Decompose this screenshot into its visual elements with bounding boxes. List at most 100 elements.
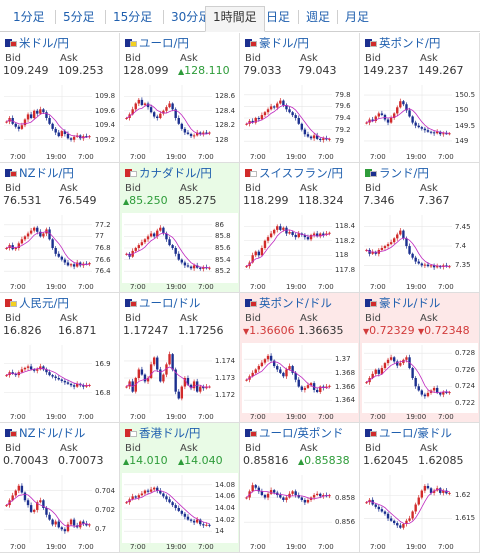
candle-body bbox=[159, 113, 162, 118]
tab-3[interactable]: 30分足 bbox=[171, 10, 211, 24]
tab-4[interactable]: 1時間足 bbox=[205, 6, 265, 32]
mini-chart[interactable]: 150.5 150 149.5 149 7:00 19:00 7:00 bbox=[362, 83, 478, 162]
candle-body bbox=[426, 485, 430, 489]
pair-title-link[interactable]: ユーロ/円 bbox=[125, 35, 189, 51]
candle-body bbox=[42, 109, 45, 113]
mini-chart[interactable]: 86 85.8 85.6 85.4 85.2 7:00 19:00 7:00 bbox=[122, 213, 238, 292]
mini-chart[interactable]: 1.174 1.173 1.172 7:00 19:00 7:00 bbox=[122, 343, 238, 422]
pair-title-link[interactable]: 英ポンド/円 bbox=[365, 35, 440, 51]
candle-body bbox=[82, 385, 85, 387]
pair-title-link[interactable]: ユーロ/豪ドル bbox=[365, 425, 452, 441]
rate-card[interactable]: 英ポンド/円 Bid Ask 149.237 149.267 150.5 150 149.5 1… bbox=[360, 33, 480, 163]
pair-title-link[interactable]: 香港ドル/円 bbox=[125, 425, 200, 441]
tab-5[interactable]: 日足 bbox=[266, 10, 291, 24]
tab-6[interactable]: 週足 bbox=[306, 10, 331, 24]
candle-body bbox=[85, 136, 88, 138]
ask-value: 109.253 bbox=[58, 64, 104, 78]
candle-body bbox=[195, 519, 199, 523]
pair-title-link[interactable]: NZドル/円 bbox=[5, 165, 74, 181]
candle-body bbox=[439, 392, 442, 395]
mini-chart[interactable]: 0.704 0.702 0.7 7:00 19:00 7:00 bbox=[2, 473, 118, 552]
pair-title-link[interactable]: 人民元/円 bbox=[5, 295, 69, 311]
mini-chart[interactable]: 0.858 0.856 7:00 19:00 7:00 bbox=[242, 473, 358, 552]
pair-title-link[interactable]: 豪ドル/円 bbox=[245, 35, 309, 51]
pair-title-link[interactable]: カナダドル/円 bbox=[125, 165, 212, 181]
candle-body bbox=[168, 499, 171, 503]
candle-body bbox=[282, 227, 285, 230]
rate-card[interactable]: 人民元/円 Bid Ask 16.826 16.871 16.9 16.8 7:00 19:00… bbox=[0, 293, 120, 423]
pair-title-link[interactable]: スイスフラン/円 bbox=[245, 165, 343, 181]
rate-card[interactable]: 豪ドル/円 Bid Ask 79.033 79.043 79.8 79.6 79.4 79.2 7… bbox=[240, 33, 360, 163]
mini-chart[interactable]: 118.4 118.2 118 117.8 7:00 19:00 7:00 bbox=[242, 213, 358, 292]
ask-value-text: 0.72348 bbox=[424, 324, 470, 337]
y-tick-label: 1.615 bbox=[455, 514, 476, 523]
rate-card[interactable]: ランド/円 Bid Ask 7.346 7.367 7.45 7.4 7.35 7:00 19:0… bbox=[360, 163, 480, 293]
mini-chart[interactable]: 7.45 7.4 7.35 7:00 19:00 7:00 bbox=[362, 213, 478, 292]
candle-body bbox=[414, 504, 417, 512]
mini-chart[interactable]: 77.2 77 76.8 76.6 76.4 7:00 19:00 7:00 bbox=[2, 213, 118, 292]
candlestick-chart bbox=[244, 215, 332, 283]
mini-chart[interactable]: 1.62 1.615 7:00 19:00 7:00 bbox=[362, 473, 478, 552]
y-tick-label: 128.6 bbox=[215, 92, 236, 101]
tab-7[interactable]: 月足 bbox=[345, 10, 370, 24]
rate-card[interactable]: ユーロ/豪ドル Bid Ask 1.62045 1.62085 1.62 1.615 7:00… bbox=[360, 423, 480, 553]
mini-chart[interactable]: 14.08 14.06 14.04 14.02 14 7:00 19:00 7:00 bbox=[122, 473, 238, 552]
rate-card[interactable]: スイスフラン/円 Bid Ask 118.299 118.324 118.4 118.2 11… bbox=[240, 163, 360, 293]
y-tick-label: 79.6 bbox=[335, 102, 351, 111]
candle-body bbox=[389, 357, 393, 360]
rate-card[interactable]: ユーロ/ドル Bid Ask 1.17247 1.17256 1.174 1.173 1.17… bbox=[120, 293, 240, 423]
mini-chart[interactable]: 128.6 128.4 128.2 128 7:00 19:00 7:00 bbox=[122, 83, 238, 162]
pair-title-link[interactable]: ユーロ/英ポンド bbox=[245, 425, 343, 441]
candle-body bbox=[263, 495, 267, 498]
bid-label: Bid bbox=[365, 443, 381, 454]
rate-card[interactable]: カナダドル/円 Bid Ask ▲85.250 85.275 86 85.8 85.6 85.4… bbox=[120, 163, 240, 293]
mini-chart[interactable]: 1.37 1.368 1.366 1.364 7:00 19:00 7:00 bbox=[242, 343, 358, 422]
rate-card[interactable]: 豪ドル/ドル Bid Ask ▼0.72329 ▼0.72348 0.728 0.726 0.… bbox=[360, 293, 480, 423]
tab-0[interactable]: 1分足 bbox=[13, 10, 45, 24]
y-tick-label: 118.4 bbox=[335, 222, 356, 231]
x-tick-label: 7:00 bbox=[318, 543, 334, 551]
rate-card[interactable]: ユーロ/英ポンド Bid Ask 0.85816 ▲0.85838 0.858 0.856 7… bbox=[240, 423, 360, 553]
candle-body bbox=[162, 110, 165, 114]
tab-1[interactable]: 5分足 bbox=[63, 10, 95, 24]
mini-chart[interactable]: 79.8 79.6 79.4 79.2 79 7:00 19:00 7:00 bbox=[242, 83, 358, 162]
rate-card[interactable]: NZドル/ドル Bid Ask 0.70043 0.70073 0.704 0.702 0.7… bbox=[0, 423, 120, 553]
candle-body bbox=[432, 387, 436, 391]
candle-body bbox=[125, 253, 128, 255]
pair-title-link[interactable]: ユーロ/ドル bbox=[125, 295, 200, 311]
candle-body bbox=[36, 110, 39, 114]
candle-body bbox=[137, 99, 141, 104]
ask-label: Ask bbox=[60, 313, 78, 324]
pair-title-link[interactable]: 豪ドル/ドル bbox=[365, 295, 440, 311]
candle-body bbox=[439, 131, 442, 135]
pair-name: カナダドル/円 bbox=[139, 166, 212, 180]
bid-label: Bid bbox=[125, 183, 141, 194]
tab-2[interactable]: 15分足 bbox=[113, 10, 153, 24]
flag-icon bbox=[245, 39, 257, 47]
mini-chart[interactable]: 16.9 16.8 7:00 19:00 7:00 bbox=[2, 343, 118, 422]
rate-card[interactable]: ユーロ/円 Bid Ask 128.099 ▲128.110 128.6 128.4 128.… bbox=[120, 33, 240, 163]
mini-chart[interactable]: 109.8 109.6 109.4 109.2 7:00 19:00 7:00 bbox=[2, 83, 118, 162]
pair-title-link[interactable]: NZドル/ドル bbox=[5, 425, 85, 441]
ask-label: Ask bbox=[180, 183, 198, 194]
chart-plot-area bbox=[362, 343, 478, 413]
rate-card[interactable]: 米ドル/円 Bid Ask 109.249 109.253 109.8 109.6 109.4… bbox=[0, 33, 120, 163]
candlestick-chart bbox=[364, 85, 452, 153]
pair-title-link[interactable]: 米ドル/円 bbox=[5, 35, 69, 51]
candle-body bbox=[251, 485, 254, 492]
rate-card[interactable]: 英ポンド/ドル Bid Ask ▼1.36606 1.36635 1.37 1.368 1.3… bbox=[240, 293, 360, 423]
pair-title-link[interactable]: ランド/円 bbox=[365, 165, 429, 181]
moving-average-line bbox=[126, 104, 210, 135]
x-tick-label: 7:00 bbox=[438, 543, 454, 551]
pair-title-link[interactable]: 英ポンド/ドル bbox=[245, 295, 332, 311]
moving-average-line bbox=[6, 493, 90, 527]
candle-body bbox=[374, 251, 377, 254]
rate-card[interactable]: 香港ドル/円 Bid Ask ▲14.010 ▲14.040 14.08 14.06 14.0… bbox=[120, 423, 240, 553]
mini-chart[interactable]: 0.728 0.726 0.724 0.722 7:00 19:00 7:00 bbox=[362, 343, 478, 422]
y-tick-label: 79.4 bbox=[335, 114, 351, 122]
chart-plot-area bbox=[2, 473, 118, 543]
candle-body bbox=[149, 489, 153, 492]
candle-body bbox=[186, 516, 190, 520]
candle-body bbox=[282, 372, 285, 377]
rate-card[interactable]: NZドル/円 Bid Ask 76.531 76.549 77.2 77 76.8 76.6 76… bbox=[0, 163, 120, 293]
